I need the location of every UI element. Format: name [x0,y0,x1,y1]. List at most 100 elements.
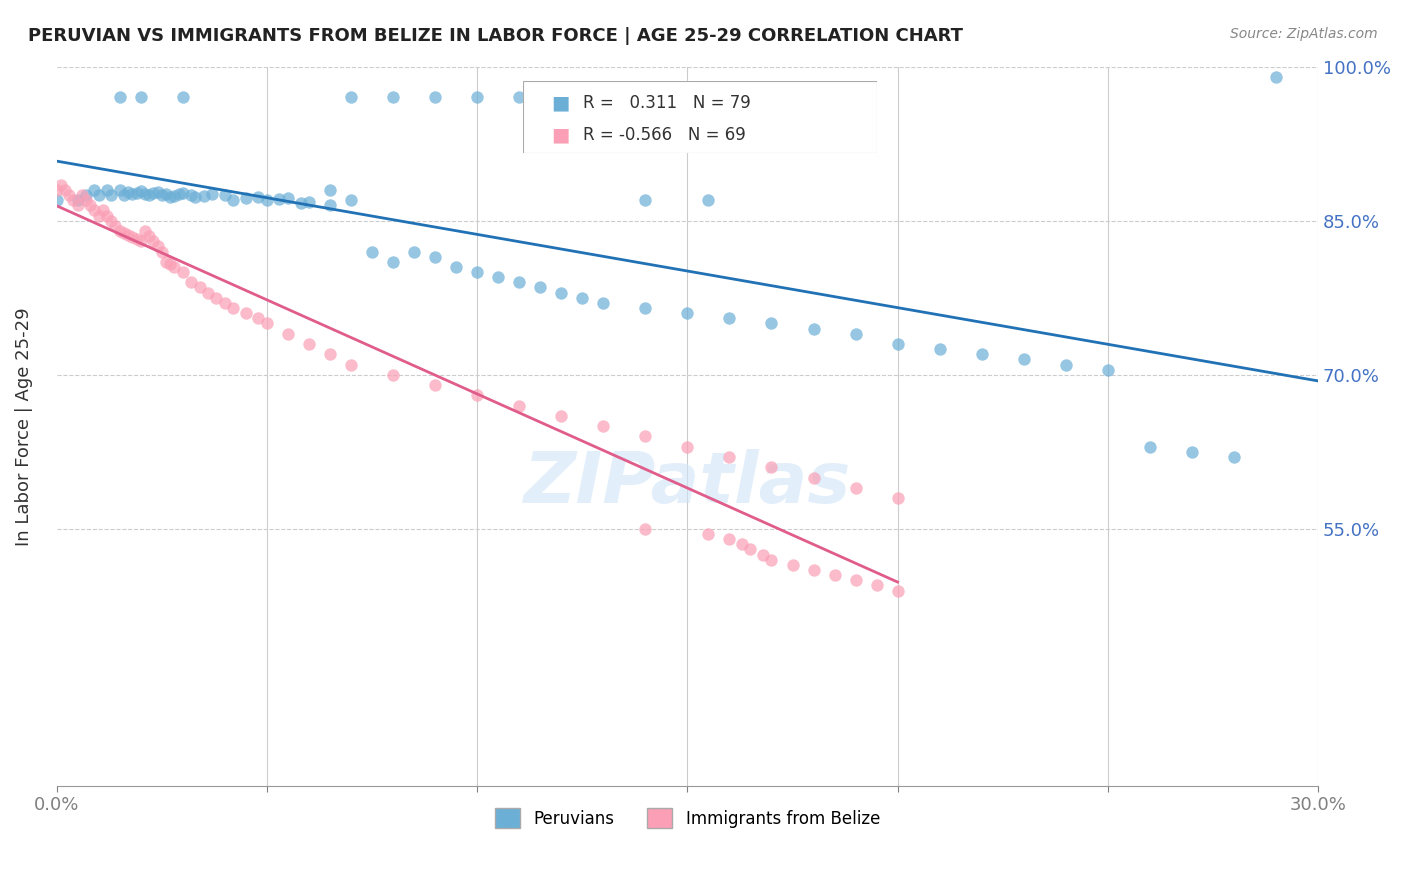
Point [129,184,152,198]
Point [782,558,804,572]
Point [79,198,101,212]
Point [134,186,156,201]
Point [592,90,614,104]
Point [256,193,278,207]
Point [444,260,467,274]
Point [465,388,488,402]
Point [529,280,551,294]
Point [142,186,165,200]
Point [269,192,291,206]
Point [96,209,118,223]
Point [146,239,169,253]
Point [634,522,657,536]
Point [150,188,173,202]
Point [138,188,160,202]
Point [803,563,825,577]
Point [886,337,908,351]
Point [53,183,76,197]
Point [138,229,160,244]
Point [465,265,488,279]
Point [277,191,299,205]
Point [803,470,825,484]
Point [382,90,405,104]
Point [108,90,131,104]
Point [697,193,720,207]
Point [247,311,270,326]
Point [761,317,783,331]
Point [1139,440,1161,454]
Point [1097,362,1119,376]
Point [845,574,868,588]
Point [886,491,908,505]
Point [634,429,657,443]
Point [592,296,614,310]
Text: PERUVIAN VS IMMIGRANTS FROM BELIZE IN LABOR FORCE | AGE 25-29 CORRELATION CHART: PERUVIAN VS IMMIGRANTS FROM BELIZE IN LA… [28,27,963,45]
Point [1181,445,1204,459]
Point [718,450,741,464]
Point [886,583,908,598]
Point [1223,450,1246,464]
Point [465,90,488,104]
Point [104,219,127,233]
Point [58,188,80,202]
Point [676,440,699,454]
Text: Source: ZipAtlas.com: Source: ZipAtlas.com [1230,27,1378,41]
Point [87,188,110,202]
Point [75,193,97,207]
Point [75,188,97,202]
Point [761,553,783,567]
Point [172,186,194,200]
Point [277,326,299,341]
Point [634,301,657,315]
Point [150,244,173,259]
Point [402,244,425,259]
Y-axis label: In Labor Force | Age 25-29: In Labor Force | Age 25-29 [15,307,32,546]
Point [824,568,846,582]
Point [550,90,572,104]
Point [155,186,177,201]
Point [845,326,868,341]
Point [928,342,950,356]
Point [66,198,89,212]
Point [247,190,270,204]
Point [845,481,868,495]
Point [142,234,165,248]
Point [214,188,236,202]
Point [201,186,224,201]
Point [235,191,257,205]
Point [256,317,278,331]
Point [117,228,139,243]
Point [70,188,93,202]
Point [508,90,530,104]
Point [83,203,105,218]
Point [550,409,572,423]
Point [167,186,190,201]
Point [117,185,139,199]
Point [423,378,446,392]
Point [423,90,446,104]
Point [45,193,67,207]
Point [592,419,614,434]
Point [129,90,152,104]
Point [865,578,887,592]
Point [87,209,110,223]
Point [508,399,530,413]
Point [163,189,186,203]
Point [188,280,211,294]
Point [1054,358,1077,372]
Point [66,193,89,207]
Point [125,186,148,200]
Point [62,193,84,207]
Point [121,230,143,244]
Point [100,188,122,202]
Point [96,183,118,197]
Point [159,257,181,271]
Point [718,532,741,546]
Point [340,193,363,207]
Point [235,306,257,320]
Point [134,224,156,238]
Point [740,542,762,557]
Point [112,226,135,240]
Point [382,368,405,382]
Point [361,244,384,259]
